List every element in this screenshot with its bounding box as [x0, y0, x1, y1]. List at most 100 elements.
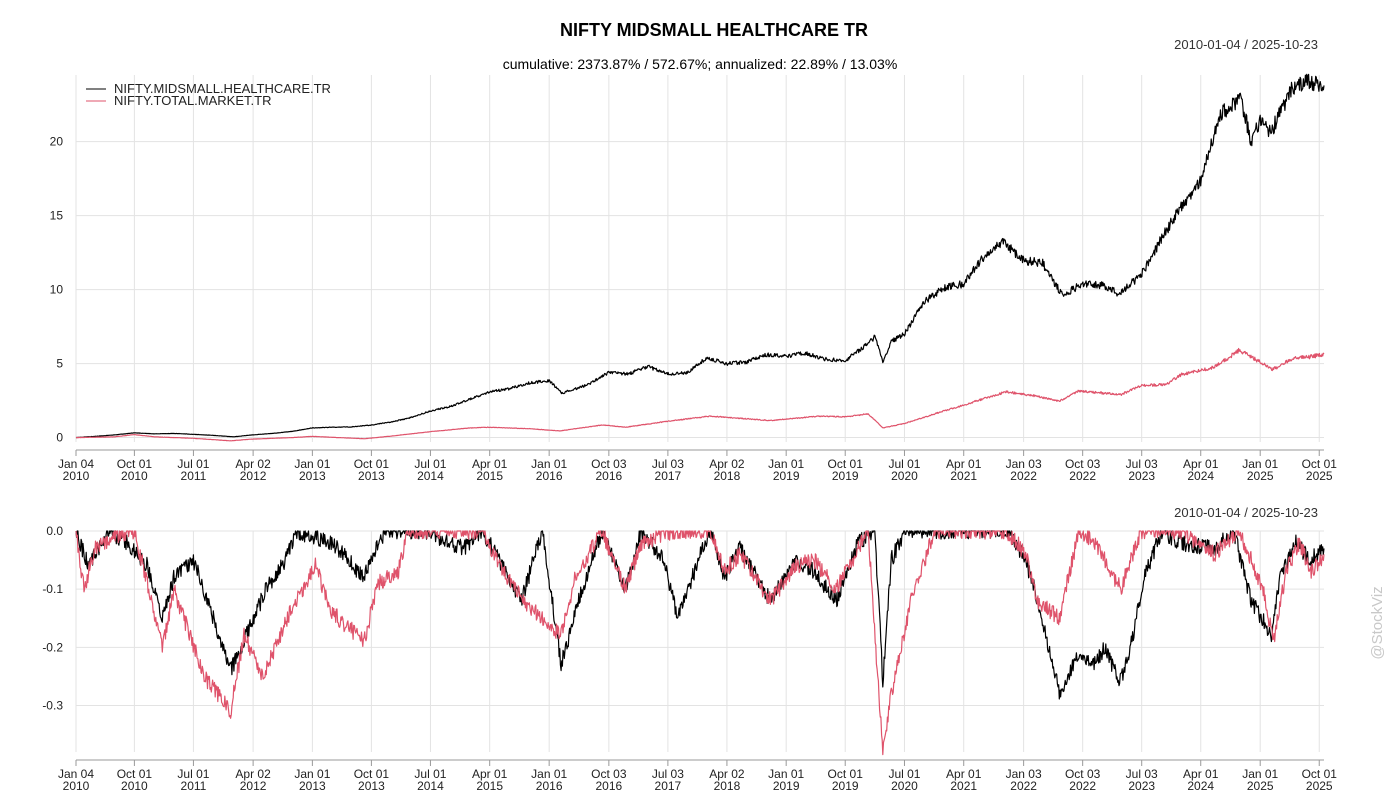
bottom-ytick-label: 0.0 [46, 524, 63, 538]
top-ytick-label: 0 [56, 431, 63, 445]
top-ytick-label: 20 [50, 135, 64, 149]
bottom-xtick-label: Jan 04 [58, 767, 94, 781]
top-xtick-label: Oct 03 [591, 457, 627, 471]
bottom-xtick-year: 2025 [1247, 779, 1274, 793]
bottom-xtick-year: 2019 [832, 779, 859, 793]
top-xtick-label: Jan 01 [531, 457, 567, 471]
top-xtick-label: Jul 03 [652, 457, 684, 471]
top-xtick-year: 2016 [595, 469, 622, 483]
top-series-total-market-line [75, 347, 1325, 442]
top-xtick-label: Oct 01 [354, 457, 390, 471]
bottom-xtick-label: Jul 01 [888, 767, 920, 781]
top-panel-grid [75, 75, 1324, 442]
bottom-xtick-year: 2022 [1010, 779, 1037, 793]
bottom-ytick-label: -0.2 [42, 640, 63, 654]
legend-label-healthcare: NIFTY.MIDSMALL.HEALTHCARE.TR [114, 81, 331, 96]
bottom-xtick-year: 2023 [1128, 779, 1155, 793]
chart-title: NIFTY MIDSMALL HEALTHCARE TR [560, 20, 868, 40]
top-xtick-year: 2018 [714, 469, 741, 483]
bottom-xtick-label: Jul 03 [652, 767, 684, 781]
top-xtick-year: 2021 [950, 469, 977, 483]
watermark: @StockViz [1369, 586, 1386, 659]
top-xtick-label: Apr 01 [472, 457, 508, 471]
top-xtick-year: 2010 [121, 469, 148, 483]
bottom-xtick-label: Oct 01 [1302, 767, 1338, 781]
top-xtick-year: 2016 [536, 469, 563, 483]
top-xtick-year: 2022 [1010, 469, 1037, 483]
top-date-range: 2010-01-04 / 2025-10-23 [1174, 37, 1318, 52]
bottom-series-healthcare-line [75, 530, 1325, 700]
top-xtick-label: Apr 02 [709, 457, 745, 471]
bottom-xtick-year: 2020 [891, 779, 918, 793]
bottom-xtick-label: Apr 01 [946, 767, 982, 781]
bottom-xtick-year: 2013 [358, 779, 385, 793]
bottom-xtick-label: Jan 01 [294, 767, 330, 781]
bottom-xtick-year: 2016 [536, 779, 563, 793]
bottom-xtick-label: Jan 03 [1006, 767, 1042, 781]
bottom-xtick-year: 2010 [63, 779, 90, 793]
bottom-xtick-year: 2024 [1187, 779, 1214, 793]
bottom-xtick-label: Oct 03 [1065, 767, 1101, 781]
bottom-xtick-year: 2021 [950, 779, 977, 793]
bottom-xtick-label: Jan 01 [531, 767, 567, 781]
bottom-series-total-market-line [75, 530, 1325, 756]
bottom-xtick-year: 2018 [714, 779, 741, 793]
top-xtick-label: Apr 02 [235, 457, 271, 471]
top-xtick-year: 2019 [773, 469, 800, 483]
top-xtick-label: Jul 01 [414, 457, 446, 471]
bottom-xtick-year: 2017 [655, 779, 682, 793]
top-xtick-year: 2015 [476, 469, 503, 483]
top-xtick-year: 2025 [1306, 469, 1333, 483]
bottom-xtick-year: 2019 [773, 779, 800, 793]
top-xtick-year: 2019 [832, 469, 859, 483]
top-xtick-year: 2023 [1128, 469, 1155, 483]
bottom-xtick-year: 2025 [1306, 779, 1333, 793]
top-series-healthcare-line [75, 73, 1325, 439]
top-xtick-year: 2025 [1247, 469, 1274, 483]
bottom-xtick-label: Apr 01 [472, 767, 508, 781]
top-xtick-year: 2011 [181, 469, 207, 483]
bottom-xtick-label: Jul 01 [414, 767, 446, 781]
top-xtick-year: 2017 [655, 469, 682, 483]
top-xtick-label: Jul 03 [1126, 457, 1158, 471]
bottom-panel-lines [75, 530, 1325, 756]
top-xtick-label: Jul 01 [177, 457, 209, 471]
top-xtick-label: Oct 01 [1302, 457, 1338, 471]
top-xtick-label: Apr 01 [1183, 457, 1219, 471]
bottom-xtick-label: Apr 02 [235, 767, 271, 781]
bottom-date-range: 2010-01-04 / 2025-10-23 [1174, 505, 1318, 520]
legend-label-total-market: NIFTY.TOTAL.MARKET.TR [114, 93, 271, 108]
top-xtick-year: 2013 [299, 469, 326, 483]
bottom-xtick-label: Jan 01 [1242, 767, 1278, 781]
bottom-xtick-label: Jul 03 [1126, 767, 1158, 781]
bottom-xtick-year: 2013 [299, 779, 326, 793]
legend: NIFTY.MIDSMALL.HEALTHCARE.TR NIFTY.TOTAL… [86, 81, 331, 108]
top-ytick-label: 15 [50, 209, 64, 223]
top-ytick-label: 5 [56, 357, 63, 371]
bottom-xtick-label: Oct 01 [354, 767, 390, 781]
bottom-xtick-year: 2012 [240, 779, 267, 793]
top-xtick-year: 2024 [1187, 469, 1214, 483]
bottom-xtick-year: 2011 [181, 779, 207, 793]
bottom-xtick-year: 2016 [595, 779, 622, 793]
bottom-xtick-year: 2015 [476, 779, 503, 793]
top-xtick-label: Jan 04 [58, 457, 94, 471]
top-xtick-year: 2010 [63, 469, 90, 483]
top-xtick-year: 2014 [417, 469, 444, 483]
bottom-xtick-label: Oct 01 [117, 767, 153, 781]
bottom-panel-grid [75, 530, 1324, 752]
top-xtick-label: Jan 01 [1242, 457, 1278, 471]
bottom-ytick-label: -0.3 [42, 698, 63, 712]
top-xtick-label: Apr 01 [946, 457, 982, 471]
bottom-xtick-label: Apr 01 [1183, 767, 1219, 781]
chart-subtitle: cumulative: 2373.87% / 572.67%; annualiz… [503, 56, 898, 72]
top-xtick-label: Jan 01 [768, 457, 804, 471]
top-xtick-label: Oct 01 [828, 457, 864, 471]
top-xtick-label: Jul 01 [888, 457, 920, 471]
bottom-xtick-year: 2014 [417, 779, 444, 793]
top-xtick-year: 2012 [240, 469, 267, 483]
top-xtick-label: Jan 03 [1006, 457, 1042, 471]
